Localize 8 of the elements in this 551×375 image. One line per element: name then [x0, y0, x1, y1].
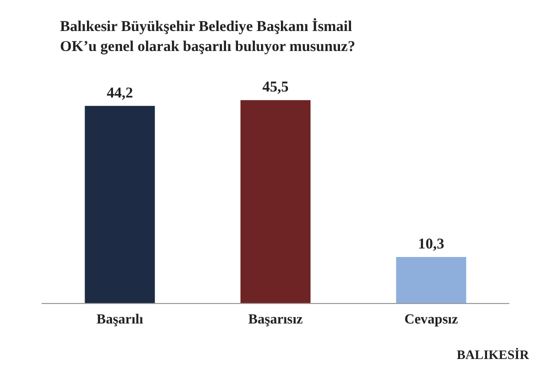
chart-title: Balıkesir Büyükşehir Belediye Başkanı İsmail OK’u genel olarak başarılı buluyor musunuz? [60, 18, 356, 55]
x-tick-label: Cevapsız [404, 312, 458, 328]
x-tick-label: Başarısız [248, 312, 303, 328]
x-tick-label: Başarılı [96, 312, 144, 328]
text: BALIKESİR [456, 347, 530, 362]
data-label: 10,3 [418, 236, 444, 253]
data-label: 44,2 [106, 85, 133, 102]
data-label: 45,5 [262, 80, 289, 96]
